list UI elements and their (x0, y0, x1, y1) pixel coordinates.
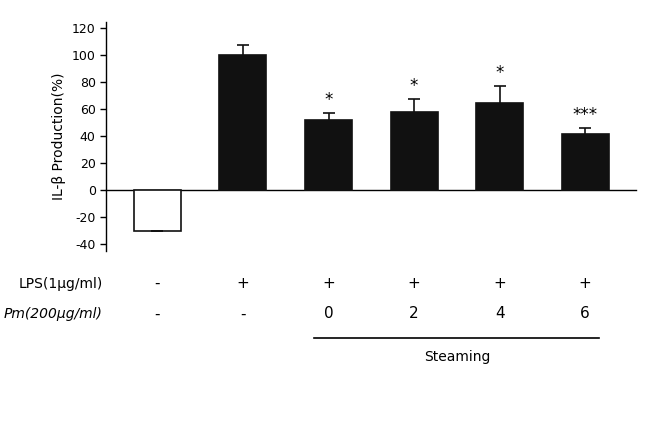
Text: +: + (579, 276, 591, 291)
Bar (562, 134, 609, 191)
Text: +: + (237, 276, 249, 291)
Bar (305, 120, 352, 191)
Text: ***: *** (573, 106, 598, 124)
Text: +: + (493, 276, 506, 291)
Bar (219, 55, 267, 191)
Text: *: * (324, 91, 333, 110)
Text: -: - (240, 307, 246, 321)
Text: *: * (495, 65, 504, 82)
Text: 2: 2 (409, 307, 419, 321)
Text: *: * (410, 77, 418, 94)
Bar (134, 191, 181, 231)
Y-axis label: IL-β Production(%): IL-β Production(%) (52, 73, 66, 200)
Text: 0: 0 (324, 307, 333, 321)
Text: -: - (154, 276, 160, 291)
Text: 4: 4 (495, 307, 505, 321)
Bar (476, 103, 523, 191)
Text: Steaming: Steaming (424, 350, 490, 364)
Bar (391, 112, 438, 191)
Text: +: + (322, 276, 335, 291)
Text: -: - (154, 307, 160, 321)
Text: Pm(200μg/ml): Pm(200μg/ml) (4, 307, 103, 321)
Text: +: + (408, 276, 420, 291)
Text: LPS(1μg/ml): LPS(1μg/ml) (19, 277, 103, 291)
Text: 6: 6 (580, 307, 590, 321)
